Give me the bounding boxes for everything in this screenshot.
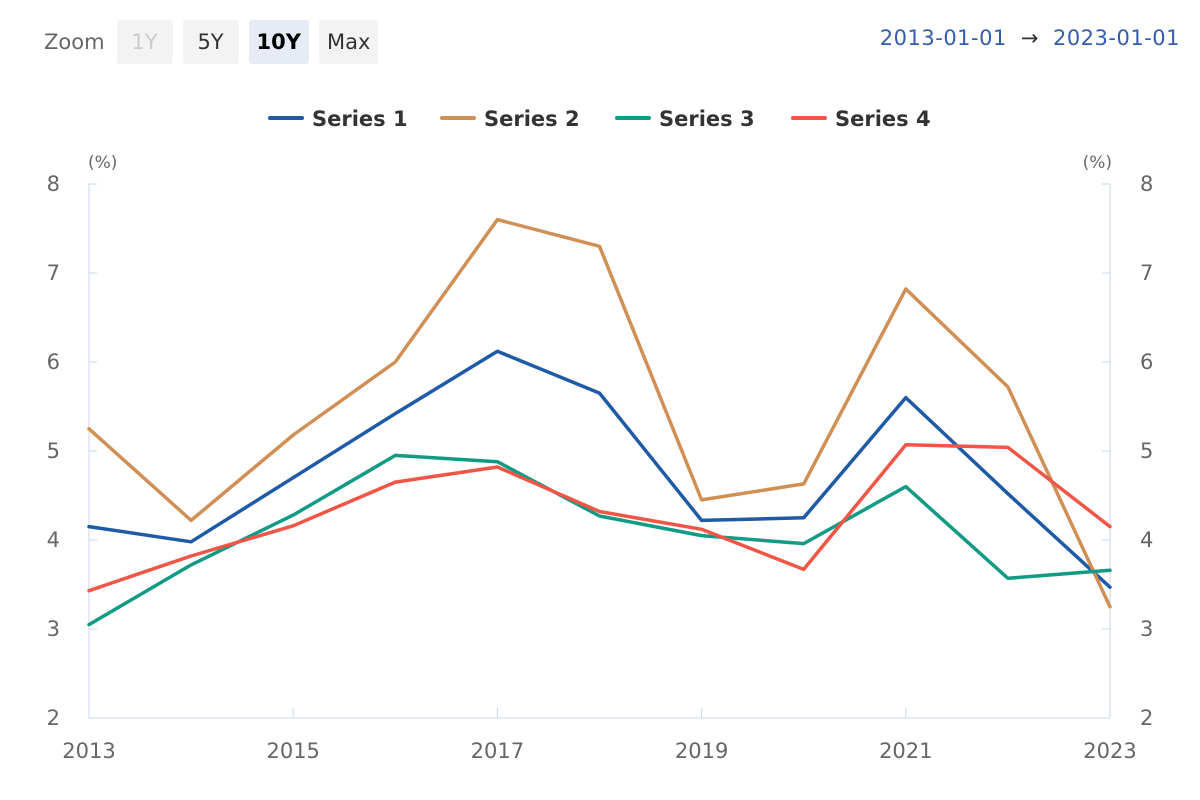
- date-range: 2013-01-01 → 2023-01-01: [880, 26, 1180, 50]
- zoom-5y-button[interactable]: 5Y: [182, 20, 239, 64]
- y-unit-left: (%): [88, 153, 117, 173]
- series-3-line: [87, 453, 1112, 627]
- y-tick-label-left: 7: [47, 261, 60, 285]
- y-tick-label-right: 5: [1140, 439, 1153, 463]
- y-tick-label-left: 5: [47, 439, 60, 463]
- x-tick-label: 2015: [266, 739, 319, 763]
- y-tick-label-left: 6: [47, 350, 60, 374]
- y-tick-label-right: 6: [1140, 350, 1153, 374]
- y-unit-right: (%): [1083, 153, 1112, 173]
- legend-label-series-2: Series 2: [484, 107, 580, 131]
- zoom-max-button[interactable]: Max: [318, 20, 379, 64]
- y-tick-label-right: 3: [1140, 617, 1153, 641]
- y-tick-label-left: 2: [47, 706, 60, 730]
- range-from-date[interactable]: 2013-01-01: [879, 26, 1007, 50]
- y-tick-label-right: 7: [1140, 261, 1153, 285]
- y-tick-label-right: 8: [1140, 172, 1153, 196]
- y-tick-label-left: 3: [47, 617, 60, 641]
- series-1-line: [87, 349, 1112, 589]
- series-2-line: [87, 217, 1112, 609]
- x-tick-label: 2023: [1083, 739, 1136, 763]
- y-tick-label-right: 4: [1140, 528, 1153, 552]
- y-tick-label-left: 8: [47, 172, 60, 196]
- range-to-date[interactable]: 2023-01-01: [1052, 26, 1180, 50]
- zoom-1y-button[interactable]: 1Y: [116, 20, 173, 64]
- legend-label-series-4: Series 4: [835, 107, 931, 131]
- x-tick-label: 2019: [675, 739, 728, 763]
- zoom-label: Zoom: [44, 30, 105, 54]
- zoom-10y-button[interactable]: 10Y: [248, 20, 309, 64]
- x-tick-label: 2021: [879, 739, 932, 763]
- y-tick-label-right: 2: [1140, 706, 1153, 730]
- x-tick-label: 2013: [62, 739, 115, 763]
- x-tick-label: 2017: [471, 739, 524, 763]
- series-4-line: [87, 443, 1112, 593]
- legend-label-series-3: Series 3: [659, 107, 755, 131]
- legend-label-series-1: Series 1: [312, 107, 408, 131]
- y-tick-label-left: 4: [47, 528, 60, 552]
- range-arrow-icon: →: [1020, 26, 1039, 50]
- zoom-toolbar: Zoom 1Y 5Y 10Y Max: [44, 20, 379, 64]
